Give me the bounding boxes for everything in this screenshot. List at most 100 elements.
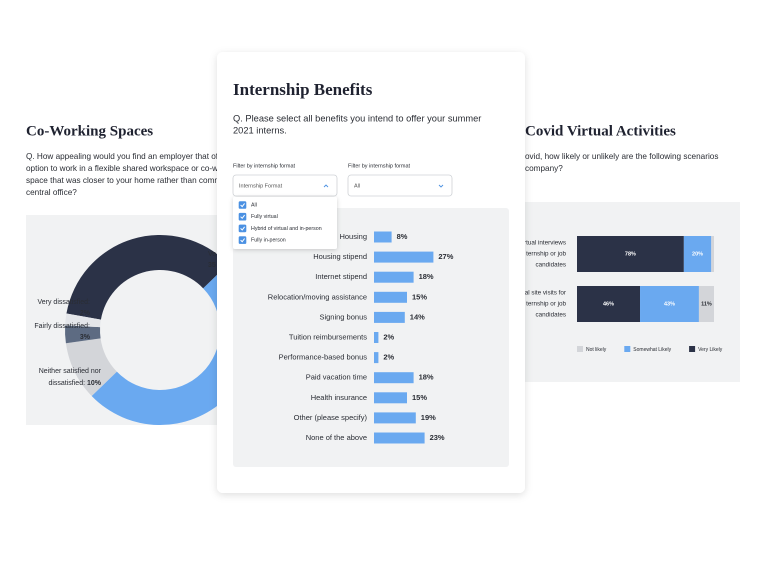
question-line: space that was closer to your home rathe… bbox=[26, 176, 226, 185]
question-line: option to work in a flexible shared work… bbox=[26, 164, 223, 173]
bar bbox=[374, 251, 434, 263]
checkbox[interactable] bbox=[238, 212, 247, 221]
bar bbox=[374, 271, 414, 283]
value-label: 43% bbox=[664, 301, 675, 307]
bar bbox=[374, 231, 392, 243]
row-label: rtual interviews bbox=[524, 240, 566, 247]
center-card: Internship Benefits Q. Please select all … bbox=[217, 52, 525, 493]
bar bbox=[374, 311, 405, 323]
value-label: 23% bbox=[430, 433, 445, 442]
category-label: None of the above bbox=[306, 433, 367, 442]
value-label: 14% bbox=[410, 312, 425, 321]
question-line: ovid, how likely or unlikely are the fol… bbox=[525, 152, 718, 161]
category-label: Performance-based bonus bbox=[279, 353, 368, 362]
category-label: Health insurance bbox=[311, 393, 367, 402]
bar bbox=[374, 432, 425, 444]
category-label: Signing bonus bbox=[319, 312, 367, 321]
checkmark bbox=[240, 203, 245, 208]
checkbox[interactable] bbox=[238, 224, 247, 233]
checkmark bbox=[240, 238, 245, 243]
category-label: Tuition reimbursements bbox=[289, 332, 367, 341]
question-line: central office? bbox=[26, 188, 77, 197]
category-label: Paid vacation time bbox=[306, 373, 367, 382]
card-title: Co-Working Spaces bbox=[26, 123, 153, 139]
category-label: Other (please specify) bbox=[294, 413, 368, 422]
legend-swatch bbox=[577, 346, 583, 352]
row-label: candidates bbox=[536, 262, 566, 269]
category-label: Internet stipend bbox=[315, 272, 367, 281]
bar-segment bbox=[683, 236, 712, 272]
question-line: Q. How appealing would you find an emplo… bbox=[26, 152, 221, 161]
donut-label: dissatisfied: 10% bbox=[48, 380, 101, 387]
panel bbox=[233, 208, 509, 467]
checkbox[interactable] bbox=[238, 236, 247, 244]
value-label: 78% bbox=[625, 251, 636, 257]
dropdown-menu bbox=[233, 197, 337, 249]
checkmark bbox=[240, 226, 245, 231]
value-label: 19% bbox=[421, 413, 436, 422]
bar bbox=[374, 412, 416, 424]
dropdown-value: Internship Format bbox=[239, 183, 283, 189]
label-text: Very dissatisfied: bbox=[37, 299, 90, 306]
row-label: al site visits for bbox=[525, 290, 566, 297]
legend-swatch bbox=[689, 346, 696, 352]
label-text: Ve bbox=[208, 251, 216, 258]
value-label: 20% bbox=[692, 251, 703, 257]
value-label: 8% bbox=[397, 232, 408, 241]
bar-segment bbox=[577, 236, 684, 272]
row-label: candidates bbox=[536, 312, 566, 319]
donut-label: Fairly dissatisfied: bbox=[34, 323, 90, 330]
option-label[interactable]: All bbox=[251, 202, 257, 208]
filter-label: Filter by internship format bbox=[348, 163, 411, 169]
value-label: 2% bbox=[383, 353, 394, 362]
card-title: Covid Virtual Activities bbox=[525, 123, 676, 139]
legend-label: Not likely bbox=[586, 347, 607, 353]
value-label: 18% bbox=[419, 373, 434, 382]
bar-segment bbox=[711, 236, 714, 272]
value-label: 10% bbox=[87, 380, 102, 387]
value-label: 35 bbox=[208, 262, 216, 269]
value-label: 11% bbox=[701, 301, 712, 307]
checkbox[interactable] bbox=[238, 201, 247, 209]
category-label: Housing stipend bbox=[313, 252, 367, 261]
donut-segment bbox=[66, 235, 229, 320]
donut-segment bbox=[65, 338, 117, 396]
bar bbox=[374, 332, 379, 343]
bar-segment bbox=[577, 286, 641, 322]
donut-label: Ve bbox=[208, 251, 216, 258]
checkmark bbox=[240, 214, 245, 220]
value-label: 2% bbox=[383, 332, 394, 341]
value-label: 18% bbox=[419, 272, 434, 281]
bar bbox=[374, 291, 407, 303]
right-card: Covid Virtual Activities ovid, how likely… bbox=[505, 123, 740, 382]
label-text: dissatisfied: bbox=[48, 380, 85, 387]
dropdown-value: All bbox=[354, 183, 360, 189]
option-label[interactable]: Fully in-person bbox=[251, 238, 286, 244]
bar-segment bbox=[698, 286, 714, 322]
donut-label: Neither satisfied nor bbox=[39, 368, 102, 375]
bar bbox=[374, 392, 407, 404]
row-label: ternship or job bbox=[526, 251, 566, 258]
question-line: 2021 interns. bbox=[233, 125, 287, 135]
bar bbox=[374, 372, 414, 384]
value-label: 27% bbox=[438, 252, 453, 261]
question-line: Q. Please select all benefits you intend… bbox=[233, 113, 481, 123]
option-label[interactable]: Hybrid of virtual and in-person bbox=[251, 226, 322, 232]
dropdown[interactable] bbox=[232, 174, 338, 197]
value-label: 3% bbox=[80, 334, 91, 341]
value-label: 15% bbox=[412, 393, 427, 402]
filter-label: Filter by internship format bbox=[233, 163, 296, 169]
legend-label: Somewhat Likely bbox=[633, 347, 671, 353]
card-title: Internship Benefits bbox=[233, 80, 373, 99]
label-text: Neither satisfied nor bbox=[39, 368, 102, 375]
donut-segment bbox=[65, 325, 101, 344]
donut-segment bbox=[91, 264, 256, 426]
chevron bbox=[438, 184, 444, 188]
option-label[interactable]: Fully virtual bbox=[251, 214, 278, 220]
donut-segment bbox=[65, 313, 101, 328]
dropdown[interactable] bbox=[347, 174, 453, 197]
category-label: Relocation/moving assistance bbox=[268, 292, 367, 301]
chevron bbox=[323, 184, 329, 188]
